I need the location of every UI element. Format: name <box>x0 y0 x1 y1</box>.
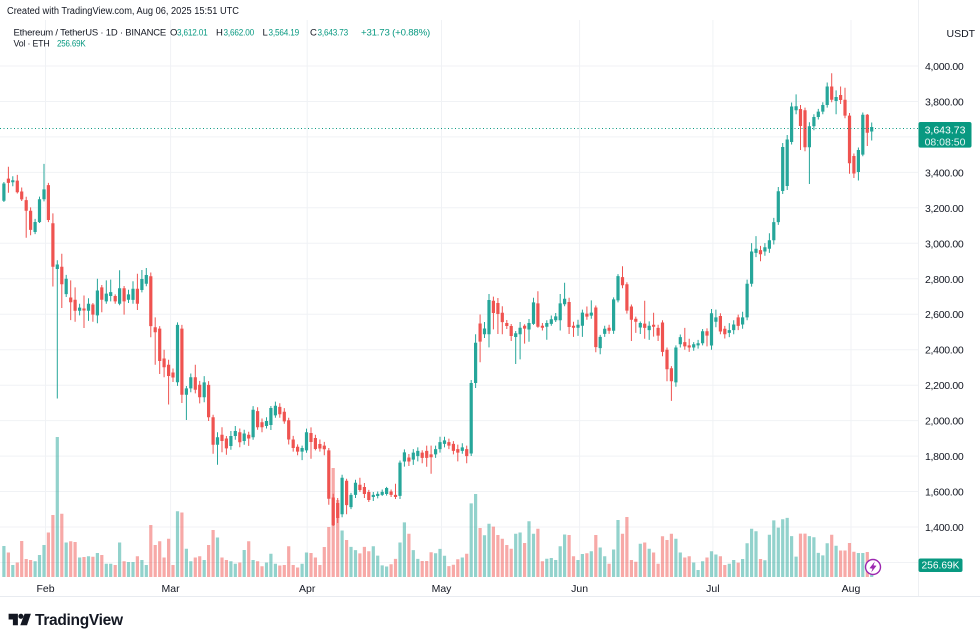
svg-text:May: May <box>432 583 453 595</box>
svg-text:1,400.00: 1,400.00 <box>925 522 964 534</box>
svg-text:3,000.00: 3,000.00 <box>925 238 964 250</box>
svg-text:H: H <box>216 27 223 38</box>
svg-text:C: C <box>310 27 317 38</box>
svg-text:2,000.00: 2,000.00 <box>925 416 964 428</box>
svg-text:256.69K: 256.69K <box>922 561 960 572</box>
svg-text:L: L <box>263 27 268 38</box>
svg-text:256.69K: 256.69K <box>57 39 86 50</box>
svg-text:3,800.00: 3,800.00 <box>925 97 964 109</box>
svg-text:O: O <box>170 27 177 38</box>
svg-text:2,600.00: 2,600.00 <box>925 309 964 321</box>
svg-text:Jul: Jul <box>706 583 719 595</box>
svg-text:4,000.00: 4,000.00 <box>925 61 964 73</box>
svg-text:1,600.00: 1,600.00 <box>925 487 964 499</box>
svg-text:2,200.00: 2,200.00 <box>925 380 964 392</box>
svg-text:Mar: Mar <box>162 583 181 595</box>
svg-text:Created with TradingView.com,: Created with TradingView.com, Aug 06, 20… <box>7 6 239 17</box>
svg-text:3,643.73: 3,643.73 <box>925 125 966 137</box>
svg-text:3,564.19: 3,564.19 <box>269 27 300 38</box>
svg-text:3,400.00: 3,400.00 <box>925 167 964 179</box>
svg-text:1,800.00: 1,800.00 <box>925 451 964 463</box>
svg-text:Apr: Apr <box>299 583 316 595</box>
svg-text:Aug: Aug <box>842 583 861 595</box>
svg-text:3,612.01: 3,612.01 <box>177 27 208 38</box>
svg-text:Jun: Jun <box>571 583 588 595</box>
svg-text:08:08:50: 08:08:50 <box>925 136 966 148</box>
svg-text:Ethereum / TetherUS · 1D · BIN: Ethereum / TetherUS · 1D · BINANCE <box>14 27 167 38</box>
svg-text:+31.73 (+0.88%): +31.73 (+0.88%) <box>361 27 430 38</box>
svg-text:2,800.00: 2,800.00 <box>925 274 964 286</box>
svg-text:Vol · ETH: Vol · ETH <box>14 39 50 50</box>
svg-text:TradingView: TradingView <box>35 612 124 629</box>
svg-text:Feb: Feb <box>36 583 54 595</box>
svg-text:3,200.00: 3,200.00 <box>925 203 964 215</box>
svg-text:2,400.00: 2,400.00 <box>925 345 964 357</box>
svg-text:3,662.00: 3,662.00 <box>224 27 255 38</box>
svg-text:USDT: USDT <box>947 28 976 40</box>
svg-text:3,643.73: 3,643.73 <box>318 27 349 38</box>
